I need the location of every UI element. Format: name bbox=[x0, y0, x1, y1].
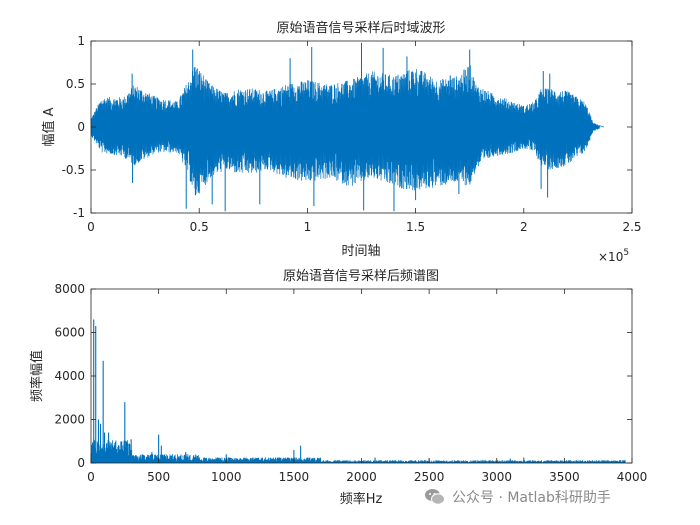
spectrum-x-tick-label: 3000 bbox=[481, 470, 512, 484]
spectrum-y-ticks: 0 2000 4000 6000 8000 bbox=[54, 282, 632, 470]
waveform-y-tick-label: 0.5 bbox=[66, 77, 85, 91]
waveform-series bbox=[90, 42, 604, 212]
spectrum-x-tick-label: 500 bbox=[147, 470, 170, 484]
spectrum-x-tick-label: 4000 bbox=[617, 470, 648, 484]
waveform-x-exponent-base: ×10 bbox=[598, 250, 623, 264]
waveform-y-ticks: -1 -0.5 0 0.5 1 bbox=[62, 34, 632, 220]
spectrum-x-tick-label: 2000 bbox=[346, 470, 377, 484]
waveform-chart: 0 0.5 1 1.5 2 2.5 -1 -0.5 0 0.5 1 原始语音信号采样后时域波形 时… bbox=[41, 20, 642, 264]
spectrum-y-tick-label: 4000 bbox=[54, 369, 85, 383]
spectrum-y-tick-label: 2000 bbox=[54, 413, 85, 427]
spectrum-x-label: 频率Hz bbox=[340, 491, 383, 507]
waveform-x-tick-label: 2.5 bbox=[622, 220, 641, 234]
waveform-x-ticks: 0 0.5 1 1.5 2 2.5 bbox=[87, 41, 642, 234]
waveform-y-label: 幅值 A bbox=[41, 107, 57, 146]
spectrum-title: 原始语音信号采样后频谱图 bbox=[283, 268, 439, 284]
waveform-y-tick-label: 0 bbox=[77, 120, 85, 134]
waveform-x-tick-label: 0 bbox=[87, 220, 95, 234]
spectrum-x-tick-label: 2500 bbox=[414, 470, 445, 484]
waveform-y-tick-label: -0.5 bbox=[62, 163, 85, 177]
waveform-x-tick-label: 1.5 bbox=[406, 220, 425, 234]
spectrum-x-tick-label: 1000 bbox=[211, 470, 242, 484]
waveform-x-exponent: ×105 bbox=[598, 248, 629, 264]
watermark: 公众号 · Matlab科研助手 bbox=[424, 486, 611, 508]
spectrum-plot-area bbox=[91, 289, 632, 463]
spectrum-x-ticks: 0 500 1000 1500 2000 2500 3000 3500 4000 bbox=[87, 289, 647, 484]
watermark-text: 公众号 · Matlab科研助手 bbox=[452, 490, 611, 506]
waveform-x-tick-label: 2 bbox=[520, 220, 528, 234]
spectrum-x-tick-label: 1500 bbox=[279, 470, 310, 484]
spectrum-x-tick-label: 0 bbox=[87, 470, 95, 484]
waveform-y-tick-label: -1 bbox=[73, 206, 85, 220]
spectrum-y-tick-label: 0 bbox=[77, 456, 85, 470]
waveform-y-tick-label: 1 bbox=[77, 34, 85, 48]
spectrum-y-label: 频率幅值 bbox=[29, 350, 45, 402]
wechat-icon bbox=[425, 489, 445, 505]
waveform-x-tick-label: 1 bbox=[304, 220, 312, 234]
waveform-title: 原始语音信号采样后时域波形 bbox=[276, 20, 445, 36]
waveform-line bbox=[90, 65, 604, 196]
waveform-x-exponent-power: 5 bbox=[623, 248, 629, 258]
spectrum-y-tick-label: 8000 bbox=[54, 282, 85, 296]
spectrum-y-tick-label: 6000 bbox=[54, 326, 85, 340]
spectrum-x-tick-label: 3500 bbox=[549, 470, 580, 484]
waveform-x-tick-label: 0.5 bbox=[190, 220, 209, 234]
spectrum-chart: 0 500 1000 1500 2000 2500 3000 3500 4000 0 2000 40… bbox=[29, 268, 647, 507]
waveform-x-label: 时间轴 bbox=[341, 244, 380, 259]
